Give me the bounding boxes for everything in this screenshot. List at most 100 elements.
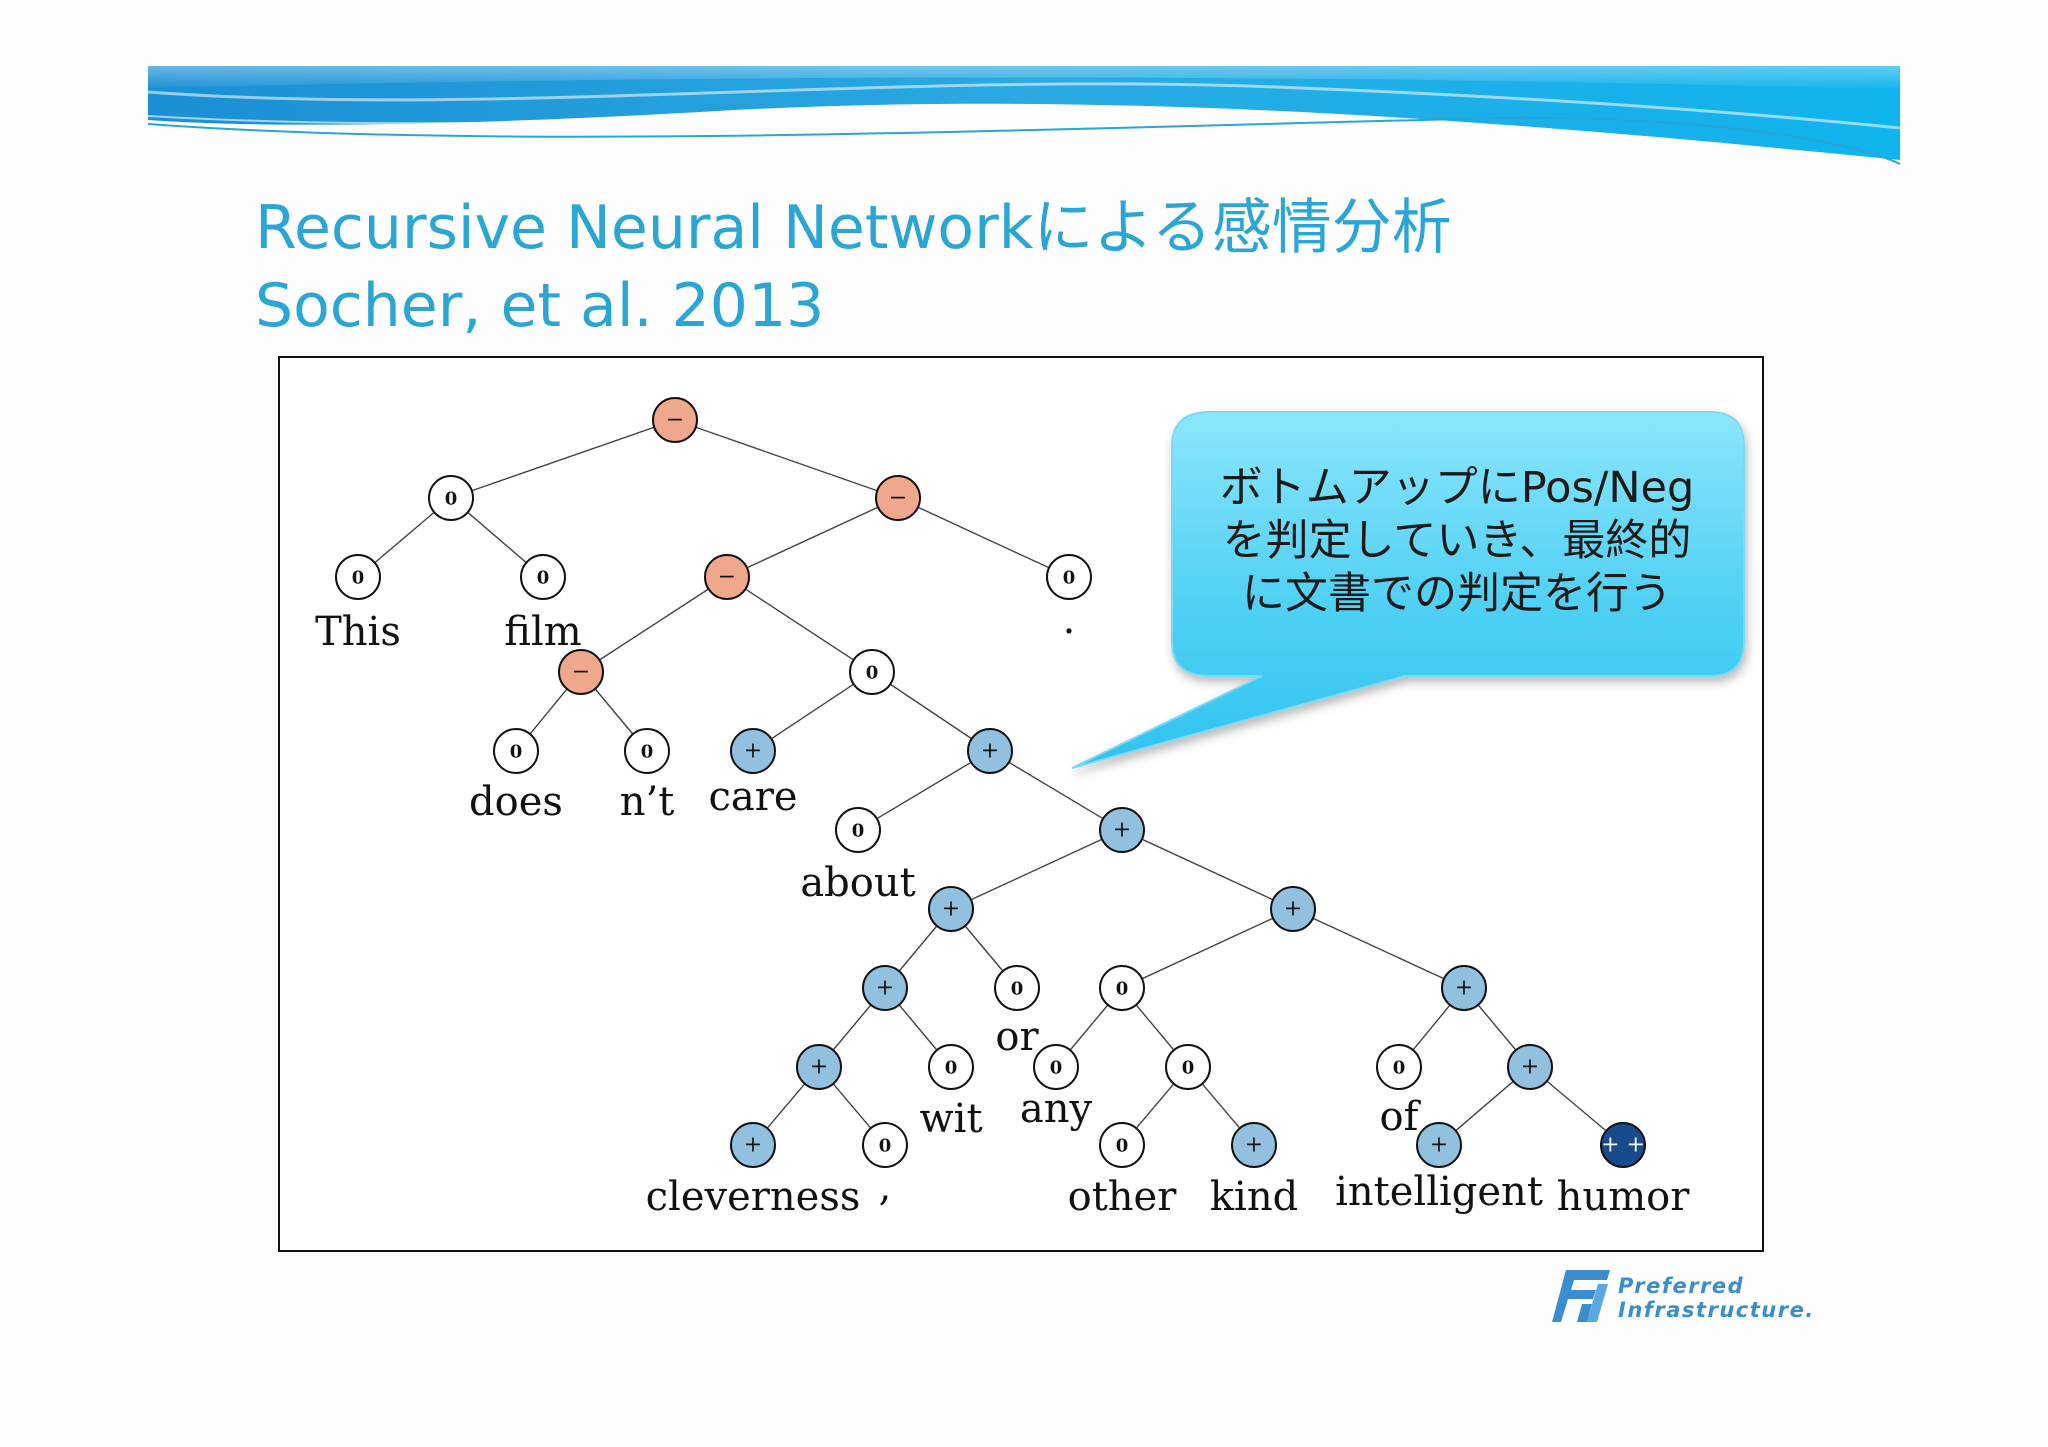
node-sentiment-label: + <box>810 1055 828 1080</box>
word-label-intelligent: intelligent <box>1335 1169 1543 1215</box>
node-circle-neutral <box>835 807 881 853</box>
node-sentiment-label: 0 <box>1011 979 1024 1000</box>
node-circle-neutral <box>1099 965 1145 1011</box>
tree-edges <box>374 426 1607 1132</box>
node-sentiment-label: + <box>744 739 762 764</box>
tree-edge-intelligent-humor-intelligent <box>1455 1080 1514 1132</box>
node-sentiment-label: + <box>1245 1133 1263 1158</box>
node-circle-negative <box>704 554 750 600</box>
tree-edge-doesnt-nt <box>594 688 634 735</box>
tree-node-period: 0. <box>1046 554 1092 643</box>
tree-node-np: + <box>1099 807 1145 853</box>
node-circle-positive <box>928 886 974 932</box>
tree-node-care: + care <box>708 728 798 820</box>
tree-edge-care-about-about-phrase <box>889 683 973 740</box>
node-circle-positive <box>1441 965 1487 1011</box>
tree-node-care-about: 0 <box>849 649 895 695</box>
word-label-of: of <box>1380 1094 1422 1140</box>
node-sentiment-label: + <box>1430 1133 1448 1158</box>
tree-edge-rest-period <box>917 506 1050 569</box>
node-sentiment-label: 0 <box>1116 1136 1129 1157</box>
word-label-nt: n’t <box>620 779 675 825</box>
node-circle-positive <box>1099 807 1145 853</box>
word-label-wit: wit <box>919 1096 982 1142</box>
node-sentiment-label: + <box>1521 1055 1539 1080</box>
node-sentiment-label: 0 <box>852 821 865 842</box>
node-circle-neutral <box>928 1044 974 1090</box>
tree-node-this: 0 This <box>315 554 401 655</box>
node-sentiment-label: 0 <box>879 1136 892 1157</box>
node-circle-neutral <box>493 728 539 774</box>
company-logo: Preferred Infrastructure. <box>1552 1266 1832 1326</box>
word-label-any: any <box>1020 1086 1093 1132</box>
tree-edge-vp-doesnt <box>599 588 709 661</box>
tree-edge-rest-vp <box>746 506 879 569</box>
node-sentiment-label: 0 <box>1182 1058 1195 1079</box>
tree-edge-np-right-any-other-kind <box>1141 917 1274 980</box>
word-label-does: does <box>469 779 563 825</box>
tree-edge-doesnt-does <box>529 688 568 735</box>
logo-text-preferred: Preferred <box>1618 1274 1745 1298</box>
tree-node-nt: 0 n’t <box>620 728 675 825</box>
node-sentiment-label: 0 <box>1116 979 1129 1000</box>
word-label-about: about <box>800 860 915 906</box>
tree-edge-np-np-right <box>1141 838 1274 901</box>
tree-node-of: 0 of <box>1376 1044 1422 1140</box>
node-circle-neutral <box>335 554 381 600</box>
node-circle-positive <box>730 728 776 774</box>
tree-node-np-left: + <box>928 886 974 932</box>
tree-edge-of-phrase-of <box>1412 1004 1451 1051</box>
node-circle-negative <box>558 649 604 695</box>
tree-node-intelligent-humor: + <box>1507 1044 1553 1090</box>
tree-node-does: 0 does <box>469 728 563 825</box>
callout-shape <box>1071 411 1745 769</box>
node-circle-neutral <box>849 649 895 695</box>
tree-node-any-other-kind: 0 <box>1099 965 1145 1011</box>
tree-edge-other-kind-other <box>1135 1083 1175 1129</box>
node-circle-positive <box>796 1044 842 1090</box>
tree-node-other-kind: 0 <box>1165 1044 1211 1090</box>
node-sentiment-label: − <box>889 486 907 511</box>
tree-edge-cleverness-wit-cleverness-comma <box>832 1004 872 1051</box>
tree-edge-other-kind-kind <box>1201 1083 1241 1129</box>
tree-edge-this-film-film <box>467 511 527 564</box>
node-circle-positive <box>862 965 908 1011</box>
tree-node-cleverness-wit: + <box>862 965 908 1011</box>
node-circle-positive <box>730 1122 776 1168</box>
word-label-this: This <box>315 609 401 655</box>
node-circle-neutral <box>624 728 670 774</box>
tree-edge-intelligent-humor-humor <box>1546 1080 1607 1132</box>
logo-mark-icon <box>1552 1270 1610 1322</box>
tree-edge-np-left-cleverness-wit <box>898 925 938 972</box>
tree-node-other: 0 other <box>1068 1122 1178 1220</box>
node-sentiment-label: + <box>981 739 999 764</box>
tree-edge-cleverness-wit-wit <box>898 1004 938 1051</box>
node-circle-neutral <box>1165 1044 1211 1090</box>
word-label-other: other <box>1068 1174 1178 1220</box>
tree-node-doesnt: − <box>558 649 604 695</box>
tree-edge-cleverness-comma-cleverness <box>766 1083 806 1129</box>
node-circle-neutral <box>1099 1122 1145 1168</box>
node-circle-negative <box>875 475 921 521</box>
node-sentiment-label: + <box>1284 897 1302 922</box>
node-circle-negative <box>652 397 698 443</box>
tree-edge-np-left-or <box>964 925 1004 972</box>
node-sentiment-label: + <box>942 897 960 922</box>
slide-subtitle-citation: Socher, et al. 2013 <box>255 271 825 341</box>
slide-title: Recursive Neural Networkによる感情分析 <box>255 193 1452 263</box>
tree-node-root: − <box>652 397 698 443</box>
node-sentiment-label: − <box>666 408 684 433</box>
node-sentiment-label: 0 <box>510 742 523 763</box>
word-label-kind: kind <box>1210 1174 1298 1220</box>
word-label-or: or <box>995 1014 1039 1060</box>
node-sentiment-label: 0 <box>537 568 550 589</box>
node-circle-neutral <box>520 554 566 600</box>
tree-node-about-phrase: + <box>967 728 1013 774</box>
tree-edge-root-this-film <box>471 426 655 492</box>
tree-node-any: 0 any <box>1020 1044 1093 1132</box>
node-sentiment-label: 0 <box>1393 1058 1406 1079</box>
tree-node-np-right: + <box>1270 886 1316 932</box>
tree-node-humor: + + humor <box>1557 1122 1690 1220</box>
